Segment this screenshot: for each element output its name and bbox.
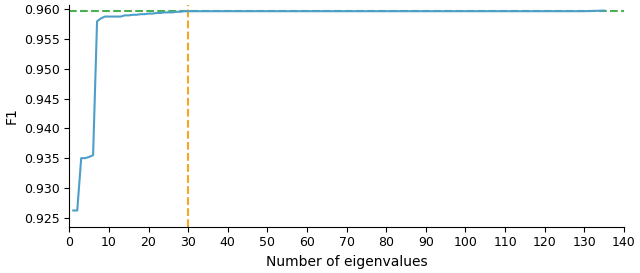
Y-axis label: F1: F1: [4, 107, 18, 124]
X-axis label: Number of eigenvalues: Number of eigenvalues: [266, 255, 428, 269]
